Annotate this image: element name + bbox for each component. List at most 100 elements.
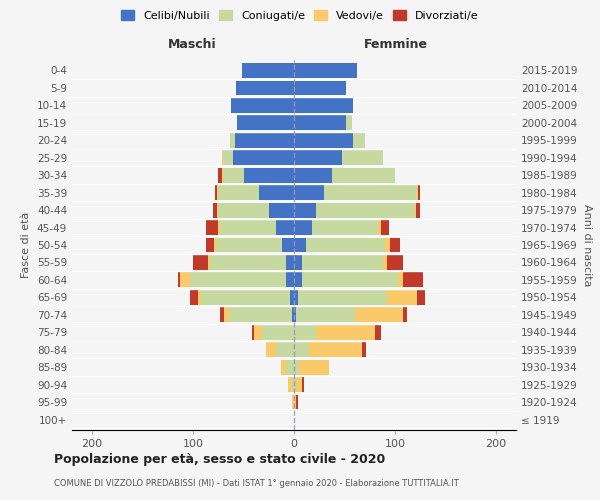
Bar bbox=[296, 308, 355, 322]
Bar bbox=[208, 255, 210, 270]
Bar bbox=[418, 185, 420, 200]
Bar bbox=[206, 238, 214, 252]
Bar bbox=[294, 272, 302, 287]
Bar bbox=[236, 80, 294, 96]
Bar bbox=[294, 360, 299, 374]
Text: Maschi: Maschi bbox=[167, 38, 216, 51]
Bar bbox=[235, 133, 294, 148]
Bar bbox=[312, 220, 378, 235]
Bar bbox=[306, 238, 385, 252]
Bar bbox=[362, 342, 365, 357]
Bar bbox=[232, 98, 294, 113]
Bar bbox=[294, 238, 306, 252]
Bar bbox=[294, 116, 346, 130]
Bar bbox=[294, 133, 353, 148]
Bar bbox=[220, 308, 224, 322]
Bar bbox=[294, 202, 316, 218]
Bar bbox=[385, 238, 390, 252]
Bar bbox=[218, 220, 220, 235]
Bar bbox=[259, 185, 294, 200]
Bar bbox=[332, 168, 395, 182]
Bar bbox=[213, 202, 217, 218]
Bar bbox=[390, 238, 400, 252]
Bar bbox=[302, 377, 304, 392]
Bar bbox=[294, 290, 298, 305]
Bar bbox=[216, 238, 282, 252]
Bar bbox=[299, 360, 329, 374]
Bar bbox=[381, 220, 389, 235]
Bar bbox=[223, 168, 244, 182]
Y-axis label: Fasce di età: Fasce di età bbox=[22, 212, 31, 278]
Bar bbox=[294, 377, 296, 392]
Bar bbox=[294, 220, 312, 235]
Bar bbox=[218, 168, 223, 182]
Bar bbox=[282, 238, 294, 252]
Bar bbox=[316, 325, 375, 340]
Bar bbox=[296, 377, 302, 392]
Bar bbox=[294, 394, 296, 409]
Bar bbox=[180, 272, 190, 287]
Bar bbox=[217, 185, 218, 200]
Bar bbox=[281, 360, 286, 374]
Bar bbox=[262, 325, 294, 340]
Bar bbox=[417, 290, 425, 305]
Bar bbox=[309, 342, 362, 357]
Bar bbox=[294, 325, 316, 340]
Bar bbox=[218, 202, 269, 218]
Bar bbox=[302, 255, 383, 270]
Bar bbox=[298, 290, 387, 305]
Bar bbox=[193, 255, 208, 270]
Bar bbox=[286, 255, 294, 270]
Bar bbox=[343, 150, 383, 165]
Bar bbox=[415, 202, 416, 218]
Bar bbox=[286, 360, 294, 374]
Legend: Celibi/Nubili, Coniugati/e, Vedovi/e, Divorziati/e: Celibi/Nubili, Coniugati/e, Vedovi/e, Di… bbox=[117, 6, 483, 25]
Bar bbox=[244, 168, 294, 182]
Bar bbox=[242, 63, 294, 78]
Bar bbox=[294, 63, 356, 78]
Bar bbox=[251, 325, 254, 340]
Bar bbox=[218, 185, 259, 200]
Bar bbox=[292, 377, 294, 392]
Bar bbox=[294, 342, 309, 357]
Y-axis label: Anni di nascita: Anni di nascita bbox=[581, 204, 592, 286]
Bar bbox=[292, 394, 294, 409]
Bar bbox=[224, 308, 229, 322]
Bar bbox=[302, 272, 398, 287]
Bar bbox=[178, 272, 180, 287]
Bar bbox=[296, 394, 298, 409]
Bar bbox=[294, 185, 324, 200]
Bar bbox=[375, 325, 381, 340]
Bar bbox=[346, 116, 352, 130]
Bar bbox=[294, 168, 332, 182]
Bar bbox=[233, 150, 294, 165]
Bar bbox=[316, 202, 415, 218]
Bar bbox=[286, 272, 294, 287]
Bar bbox=[220, 220, 276, 235]
Bar bbox=[190, 290, 198, 305]
Bar bbox=[201, 290, 290, 305]
Bar bbox=[294, 255, 302, 270]
Bar bbox=[417, 185, 418, 200]
Bar bbox=[292, 308, 294, 322]
Bar bbox=[230, 133, 235, 148]
Bar bbox=[254, 325, 262, 340]
Bar bbox=[403, 272, 423, 287]
Bar bbox=[238, 116, 294, 130]
Bar bbox=[294, 80, 346, 96]
Text: Femmine: Femmine bbox=[364, 38, 428, 51]
Bar bbox=[269, 202, 294, 218]
Bar bbox=[398, 272, 403, 287]
Bar bbox=[229, 308, 292, 322]
Bar bbox=[210, 255, 286, 270]
Bar bbox=[353, 133, 365, 148]
Text: COMUNE DI VIZZOLO PREDABISSI (MI) - Dati ISTAT 1° gennaio 2020 - Elaborazione TU: COMUNE DI VIZZOLO PREDABISSI (MI) - Dati… bbox=[54, 479, 459, 488]
Bar bbox=[198, 290, 201, 305]
Bar bbox=[383, 255, 387, 270]
Bar bbox=[190, 272, 286, 287]
Bar bbox=[416, 202, 420, 218]
Bar bbox=[378, 220, 381, 235]
Bar bbox=[324, 185, 417, 200]
Bar bbox=[290, 290, 294, 305]
Bar bbox=[276, 220, 294, 235]
